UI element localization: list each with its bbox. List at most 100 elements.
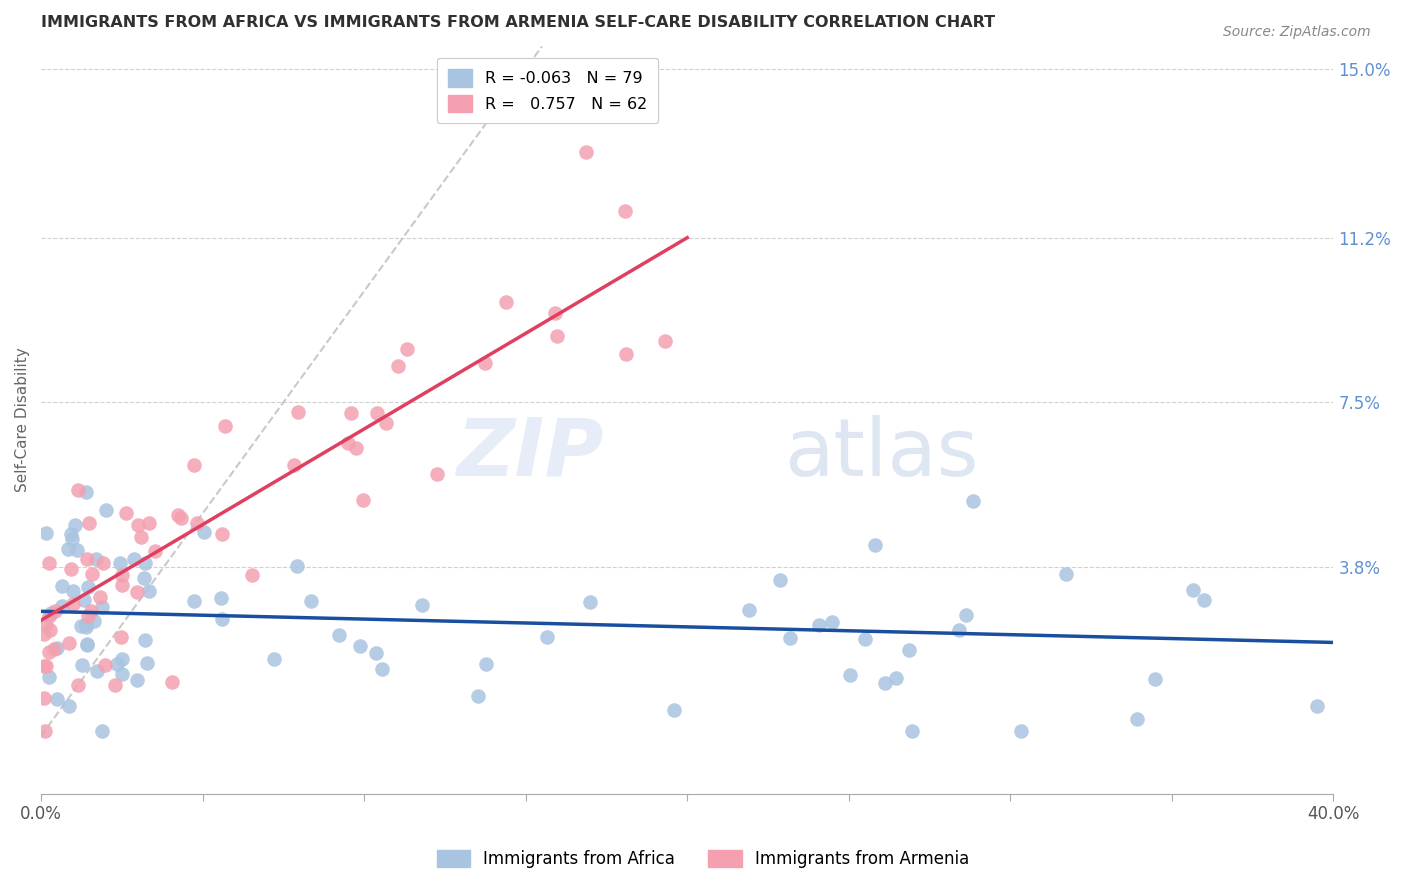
Point [395,342,418,356]
Point [170,511,193,525]
Point [138,584,160,599]
Point [214,419,236,434]
Point [34,658,56,673]
Point [83,614,105,628]
Point [46,691,69,706]
Point [94,657,117,672]
Point [375,416,398,430]
Point [111,666,134,681]
Point [366,406,388,420]
Text: IMMIGRANTS FROM AFRICA VS IMMIGRANTS FROM ARMENIA SELF-CARE DISABILITY CORRELATI: IMMIGRANTS FROM AFRICA VS IMMIGRANTS FRO… [41,15,995,30]
Point [44,604,66,618]
Point [344,442,367,456]
Point [955,608,977,623]
Point [44,642,66,657]
Point [614,204,637,219]
Point [546,329,568,343]
Point [76,636,98,650]
Point [58,698,80,713]
Point [125,585,148,599]
Point [364,646,387,660]
Point [76,608,98,623]
Point [91,599,114,614]
Point [75,617,97,632]
Point [35,659,58,673]
Point [76,638,98,652]
Point [285,559,308,574]
Point [211,612,233,626]
Point [336,436,359,450]
Text: ZIP: ZIP [456,415,603,492]
Point [66,483,89,498]
Point [1054,566,1077,581]
Point [66,543,89,558]
Legend: Immigrants from Africa, Immigrants from Armenia: Immigrants from Africa, Immigrants from … [430,843,976,875]
Point [475,657,498,671]
Point [654,334,676,349]
Point [138,516,160,530]
Point [51,599,73,614]
Point [108,557,131,571]
Point [544,306,567,320]
Point [127,673,149,687]
Point [495,294,517,309]
Point [38,645,60,659]
Legend: R = -0.063   N = 79, R =   0.757   N = 62: R = -0.063 N = 79, R = 0.757 N = 62 [437,58,658,123]
Point [962,494,984,508]
Point [340,406,363,420]
Point [59,562,82,576]
Point [110,630,132,644]
Point [821,615,844,629]
Point [86,665,108,679]
Point [371,662,394,676]
Point [105,657,128,671]
Point [60,532,83,546]
Point [39,607,62,621]
Point [779,631,801,645]
Point [183,458,205,472]
Point [143,543,166,558]
Point [283,458,305,473]
Point [575,145,598,159]
Point [80,604,103,618]
Point [948,623,970,637]
Point [132,570,155,584]
Point [38,669,60,683]
Point [1181,583,1204,598]
Point [884,671,907,685]
Point [387,359,409,373]
Point [349,640,371,654]
Point [167,508,190,522]
Point [664,703,686,717]
Point [1306,698,1329,713]
Point [1010,724,1032,739]
Point [1144,672,1167,686]
Point [76,580,98,594]
Point [209,591,232,605]
Point [35,525,58,540]
Point [73,593,96,607]
Point [134,557,156,571]
Point [91,556,114,570]
Point [411,598,433,612]
Point [45,641,67,656]
Point [51,579,73,593]
Point [839,668,862,682]
Point [193,525,215,540]
Point [263,652,285,666]
Point [873,676,896,690]
Text: Source: ZipAtlas.com: Source: ZipAtlas.com [1223,25,1371,39]
Point [127,517,149,532]
Point [124,552,146,566]
Point [67,678,90,692]
Point [89,590,111,604]
Point [160,675,183,690]
Point [299,594,322,608]
Point [62,584,84,599]
Point [769,573,792,587]
Point [76,551,98,566]
Point [62,597,84,611]
Point [807,617,830,632]
Point [134,633,156,648]
Point [131,530,153,544]
